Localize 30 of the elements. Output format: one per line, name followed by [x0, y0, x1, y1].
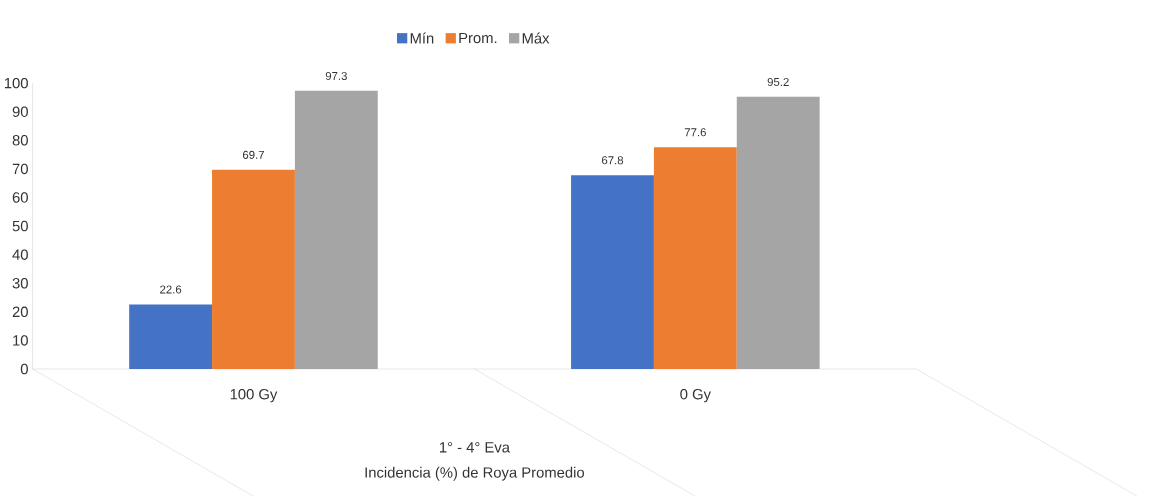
data-label: 67.8	[601, 156, 624, 165]
y-tick-label: 100	[4, 77, 28, 89]
x-tick-label: 0 Gy	[680, 388, 711, 403]
data-label: 95.2	[767, 77, 789, 86]
y-tick-label: 40	[12, 249, 28, 260]
data-label: 77.6	[684, 128, 706, 137]
y-tick-label: 30	[12, 277, 28, 289]
y-tick-label: 70	[12, 163, 28, 174]
bar	[571, 174, 654, 369]
bar	[294, 90, 378, 369]
bar	[736, 96, 820, 369]
legend-label: Mín	[410, 32, 434, 44]
x-axis-title: 1° - 4° Eva	[439, 441, 510, 453]
bar	[212, 169, 295, 369]
data-label: 97.3	[325, 71, 347, 80]
y-tick-label: 20	[12, 306, 28, 317]
y-tick-label: 10	[13, 334, 28, 346]
y-tick-label: 90	[12, 106, 28, 117]
data-label: 69.7	[242, 150, 264, 159]
y-tick-label: 80	[12, 134, 28, 146]
bar	[653, 146, 737, 369]
data-label: 22.6	[160, 285, 182, 294]
y-tick-label: 50	[12, 220, 28, 232]
bar	[129, 304, 213, 369]
y-tick-label: 0	[20, 363, 28, 374]
x-tick-label: 100 Gy	[230, 388, 278, 403]
legend-label: Prom.	[459, 32, 497, 43]
y-tick-label: 60	[12, 191, 28, 203]
legend-label: Máx	[522, 32, 550, 44]
text: Incidencia (%) de Roya Promedio	[365, 466, 585, 481]
